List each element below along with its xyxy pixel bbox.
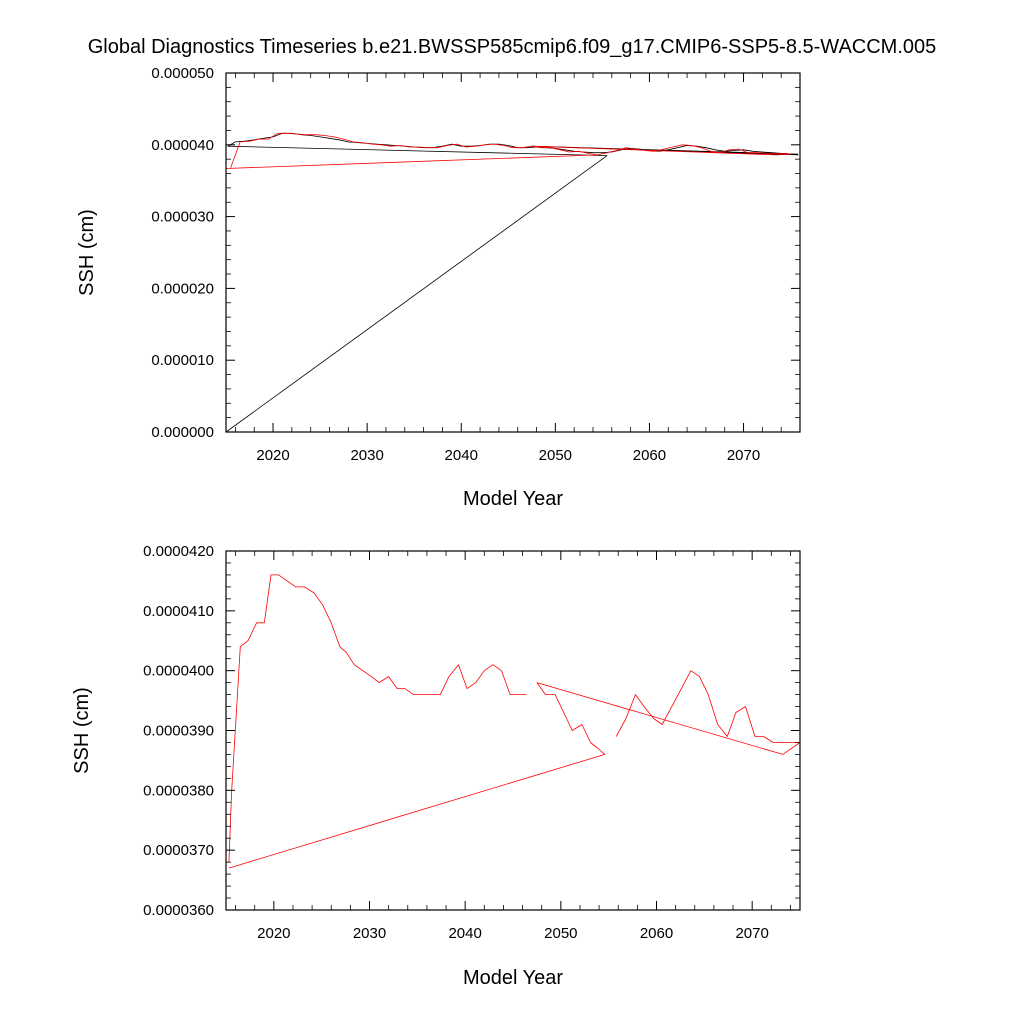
series-line-annual-global-mean (228, 574, 527, 863)
y-tick-label: 0.000040 (151, 137, 214, 154)
figure-title: Global Diagnostics Timeseries b.e21.BWSS… (87, 36, 937, 58)
x-tick-label: 2070 (727, 447, 760, 464)
x-tick-label: 2070 (735, 925, 768, 942)
y-tick-label: 0.000000 (151, 424, 214, 441)
y-tick-label: 0.000010 (151, 352, 214, 369)
y-tick-label: 0.0000400 (143, 663, 214, 680)
x-tick-label: 2040 (445, 447, 478, 464)
x-tick-label: 2030 (353, 925, 386, 942)
y-tick-label: 0.000050 (151, 65, 214, 82)
x-tick-label: 2020 (256, 447, 289, 464)
x-tick-label: 2030 (350, 447, 383, 464)
y-tick-label: 0.0000410 (143, 603, 214, 620)
x-axis-label: Model Year (463, 488, 563, 510)
x-tick-label: 2040 (448, 925, 481, 942)
series-line-annual-global-mean (225, 132, 791, 169)
y-tick-label: 0.0000390 (143, 723, 214, 740)
series-line-monthly-global-mean (225, 132, 799, 433)
x-tick-label: 2060 (640, 925, 673, 942)
y-tick-label: 0.000030 (151, 209, 214, 226)
y-axis-label: SSH (cm) (76, 209, 98, 296)
plot-frame (225, 72, 801, 433)
x-tick-label: 2050 (539, 447, 572, 464)
bottom-plot: 2020 2030 2040 2050 2060 2070 0.0000360 0.00003… (71, 543, 801, 989)
x-tick-label: 2060 (633, 447, 666, 464)
x-tick-label: 2020 (257, 925, 290, 942)
y-tick-label: 0.0000420 (143, 543, 214, 560)
x-tick-label: 2050 (544, 925, 577, 942)
y-tick-label: 0.0000360 (143, 902, 214, 919)
y-tick-label: 0.0000380 (143, 782, 214, 799)
series-line-annual-global-mean-late (536, 670, 801, 755)
top-plot: 2020 2030 2040 2050 2060 2070 0.000000 0.000010… (76, 65, 801, 510)
y-tick-label: 0.000020 (151, 280, 214, 297)
y-tick-label: 0.0000370 (143, 842, 214, 859)
series-line-annual-global-mean-wrap (228, 682, 606, 869)
y-axis-label: SSH (cm) (71, 687, 93, 774)
plot-frame (225, 550, 801, 911)
x-axis-label: Model Year (463, 967, 563, 989)
